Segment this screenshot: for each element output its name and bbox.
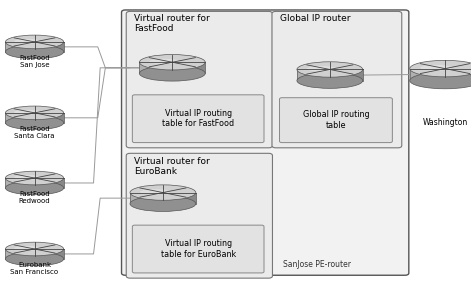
Text: FastFood
San Jose: FastFood San Jose — [19, 55, 50, 68]
Polygon shape — [139, 62, 205, 73]
FancyBboxPatch shape — [132, 95, 264, 143]
Ellipse shape — [149, 59, 179, 64]
FancyBboxPatch shape — [126, 11, 273, 148]
Polygon shape — [5, 178, 64, 188]
Ellipse shape — [14, 39, 40, 44]
Ellipse shape — [410, 60, 474, 77]
Ellipse shape — [5, 252, 64, 266]
Ellipse shape — [5, 116, 64, 129]
Ellipse shape — [5, 35, 64, 49]
Ellipse shape — [420, 65, 452, 71]
Text: Virtual router for
FastFood: Virtual router for FastFood — [134, 14, 210, 33]
FancyBboxPatch shape — [280, 98, 392, 143]
Text: Eurobank
San Francisco: Eurobank San Francisco — [10, 262, 59, 275]
Ellipse shape — [410, 72, 474, 89]
Text: SanJose PE-router: SanJose PE-router — [283, 260, 351, 269]
Ellipse shape — [14, 175, 40, 180]
Ellipse shape — [130, 196, 196, 212]
Polygon shape — [130, 193, 196, 204]
Ellipse shape — [130, 185, 196, 200]
Polygon shape — [178, 193, 196, 204]
Ellipse shape — [307, 66, 337, 71]
Ellipse shape — [297, 73, 363, 88]
Text: Virtual router for
EuroBank: Virtual router for EuroBank — [134, 157, 210, 176]
Text: Virtual IP routing
table for FastFood: Virtual IP routing table for FastFood — [162, 109, 234, 128]
Polygon shape — [5, 42, 64, 52]
Text: FastFood
Santa Clara: FastFood Santa Clara — [14, 126, 55, 139]
Ellipse shape — [5, 45, 64, 58]
FancyBboxPatch shape — [132, 225, 264, 273]
Ellipse shape — [14, 246, 40, 251]
Ellipse shape — [14, 110, 40, 115]
FancyBboxPatch shape — [126, 153, 273, 278]
Polygon shape — [345, 70, 363, 81]
Polygon shape — [48, 249, 64, 259]
Polygon shape — [410, 69, 474, 81]
Polygon shape — [5, 113, 64, 123]
Text: Virtual IP routing
table for EuroBank: Virtual IP routing table for EuroBank — [161, 239, 236, 259]
FancyBboxPatch shape — [272, 11, 402, 148]
Ellipse shape — [139, 54, 205, 70]
Ellipse shape — [297, 62, 363, 77]
Text: FastFood
Redwood: FastFood Redwood — [19, 191, 50, 204]
Polygon shape — [297, 70, 363, 81]
Polygon shape — [48, 113, 64, 123]
Polygon shape — [48, 42, 64, 52]
Text: Washington: Washington — [422, 118, 468, 127]
Ellipse shape — [5, 181, 64, 195]
Polygon shape — [461, 69, 474, 81]
Ellipse shape — [5, 106, 64, 120]
Ellipse shape — [5, 242, 64, 256]
Polygon shape — [5, 249, 64, 259]
FancyBboxPatch shape — [121, 10, 409, 275]
Polygon shape — [48, 178, 64, 188]
Ellipse shape — [5, 171, 64, 185]
Text: Global IP router: Global IP router — [280, 14, 350, 23]
Ellipse shape — [139, 66, 205, 81]
Text: Global IP routing
table: Global IP routing table — [302, 111, 369, 130]
Polygon shape — [187, 62, 205, 73]
Ellipse shape — [140, 189, 170, 194]
